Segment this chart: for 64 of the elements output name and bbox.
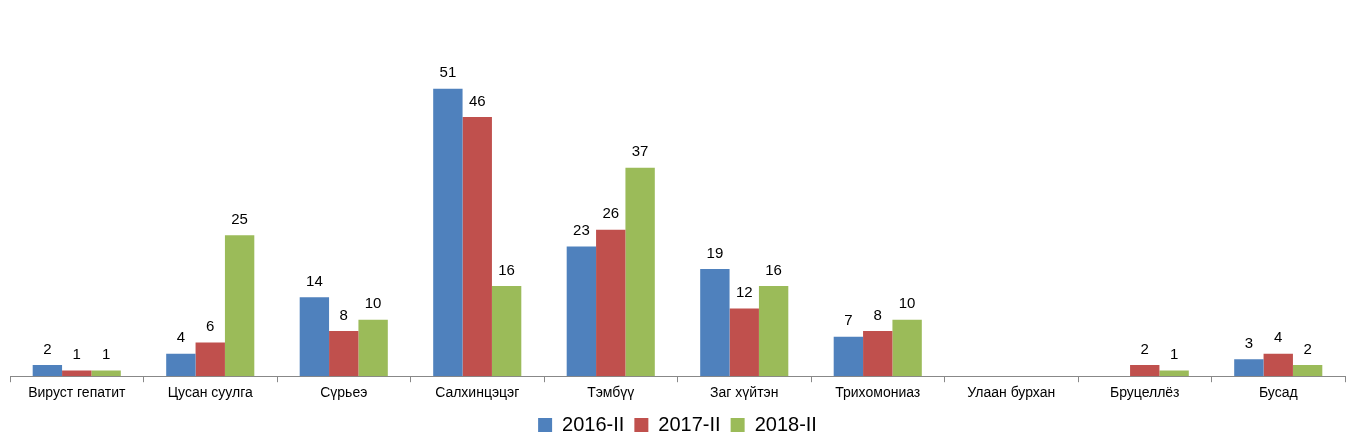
x-tick-label: Вируст гепатит	[28, 384, 126, 401]
bar	[566, 246, 597, 377]
data-label: 4	[176, 328, 186, 346]
data-label: 26	[602, 204, 620, 222]
data-label: 1	[1169, 345, 1179, 363]
bar	[700, 269, 730, 377]
data-label: 7	[844, 311, 853, 329]
bar	[1263, 353, 1293, 377]
bar	[358, 319, 388, 377]
data-label: 37	[631, 142, 649, 160]
bar	[729, 308, 759, 377]
data-label: 3	[1244, 333, 1254, 351]
bar	[299, 297, 330, 377]
bar	[166, 353, 196, 377]
x-tick-label: Заг хүйтэн	[710, 384, 779, 401]
bar	[32, 364, 63, 377]
data-label: 8	[873, 305, 882, 323]
bar	[833, 336, 864, 377]
data-label: 2	[1140, 339, 1149, 357]
bar	[329, 331, 359, 377]
bar	[1292, 364, 1323, 377]
data-label: 2	[43, 339, 52, 357]
x-tick-label: Трихомониаз	[835, 384, 921, 401]
data-label: 6	[206, 317, 215, 335]
data-label: 23	[573, 221, 590, 239]
data-label: 46	[468, 91, 486, 109]
bar	[863, 331, 893, 377]
data-label: 1	[72, 345, 81, 363]
x-tick-label: Бруцеллёз	[1109, 384, 1180, 401]
bar	[462, 116, 492, 377]
data-label: 16	[765, 260, 782, 278]
x-tick-label: Улаан бурхан	[967, 384, 1056, 401]
x-tick-label: Сүрьеэ	[320, 384, 368, 401]
data-label: 14	[306, 271, 323, 289]
bar	[1159, 370, 1189, 377]
bar	[1130, 364, 1160, 377]
data-label: 19	[706, 243, 724, 261]
legend-label: 2016-II	[562, 412, 625, 435]
bar	[892, 319, 922, 377]
data-label: 16	[498, 260, 515, 278]
x-tick-label: Тэмбүү	[587, 384, 635, 401]
bar	[758, 286, 789, 377]
data-label: 10	[898, 294, 916, 312]
bar	[1234, 359, 1264, 377]
data-label: 25	[231, 209, 248, 227]
data-label: 2	[1303, 339, 1312, 357]
x-tick-label: Цусан суулга	[167, 384, 253, 401]
data-label: 1	[101, 345, 111, 363]
x-tick-label: Бусад	[1258, 384, 1298, 401]
legend-label: 2017-II	[658, 412, 721, 435]
legend-label: 2018-II	[754, 412, 817, 435]
data-label: 4	[1274, 328, 1283, 346]
data-label: 51	[439, 63, 457, 81]
bar	[433, 88, 463, 377]
bar	[224, 235, 255, 377]
data-label: 12	[735, 283, 753, 301]
bar	[596, 229, 626, 377]
bar	[625, 167, 655, 377]
bar	[91, 370, 121, 377]
data-label: 10	[364, 294, 382, 312]
x-tick-label: Салхинцэцэг	[435, 384, 520, 401]
bar	[491, 286, 522, 377]
data-label: 8	[339, 305, 348, 323]
bar	[195, 342, 225, 377]
